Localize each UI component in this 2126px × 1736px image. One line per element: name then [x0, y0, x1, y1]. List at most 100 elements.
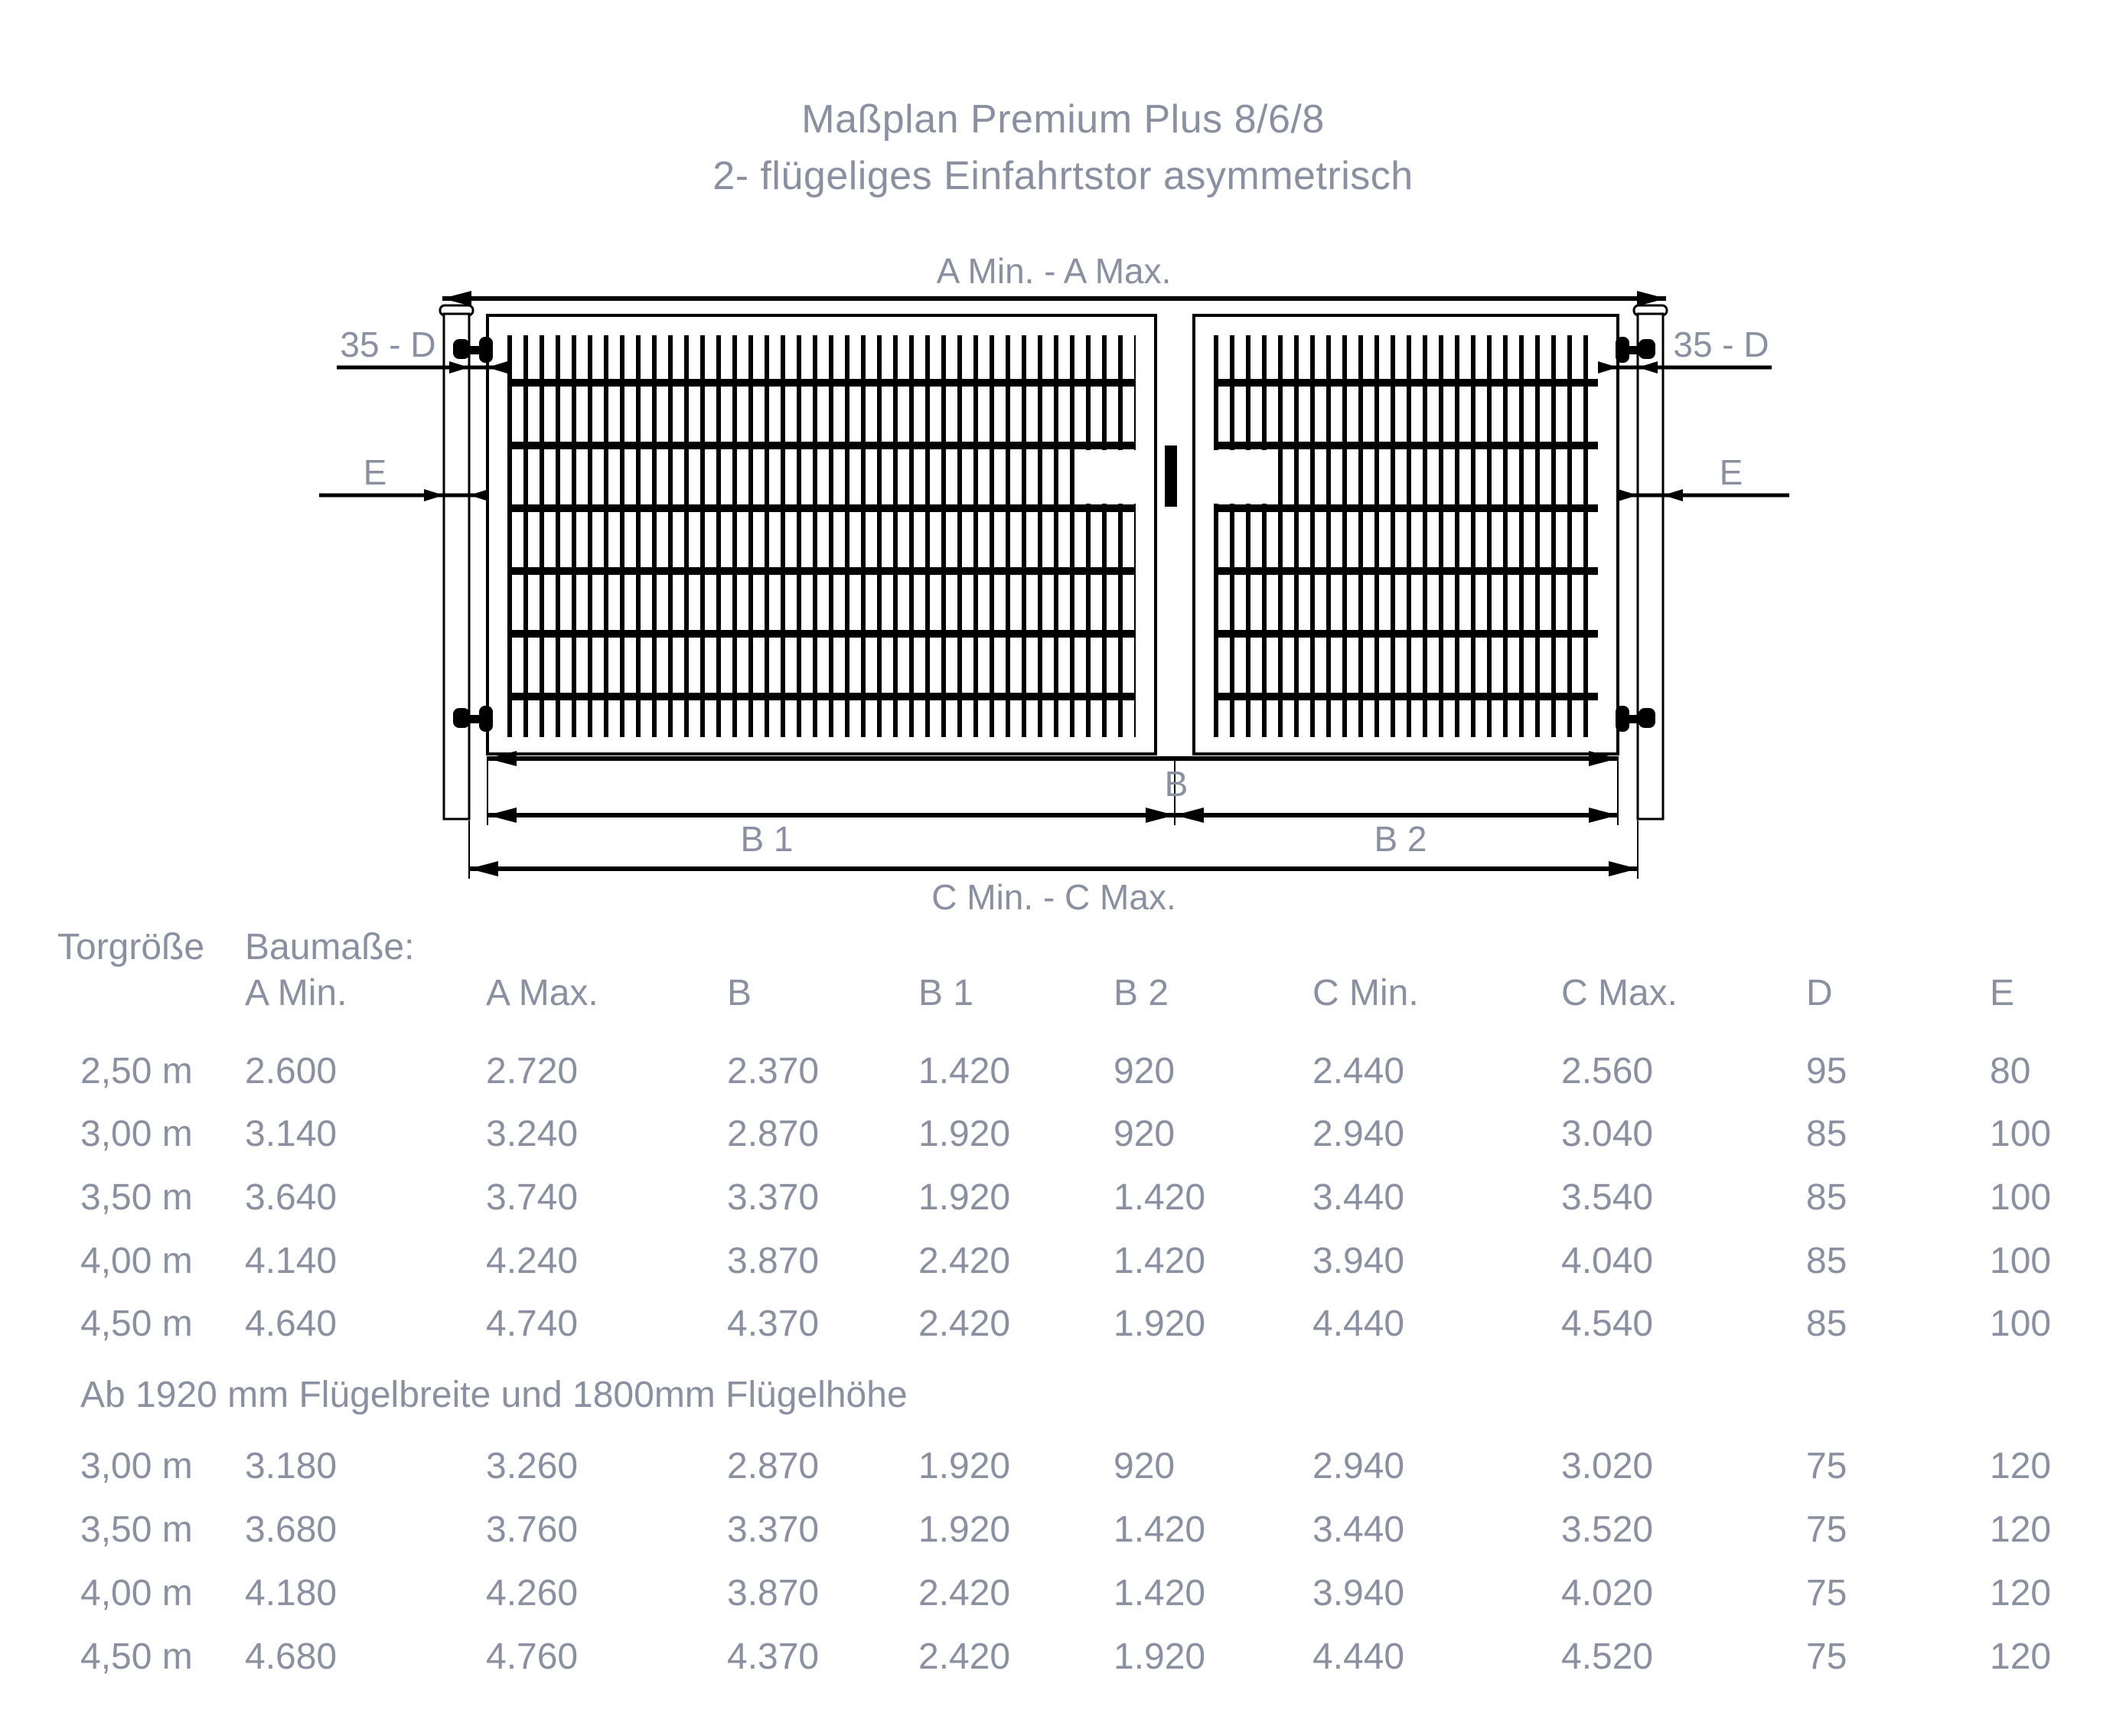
hinge-bottom-right [1616, 706, 1655, 732]
dimension-35d-right: 35 - D [1598, 325, 1772, 374]
left-wing-bars [507, 335, 1136, 737]
cell-d: 75 [1806, 1573, 1847, 1614]
cell-e: 100 [1990, 1304, 2052, 1344]
cell-b2: 1.420 [1114, 1573, 1206, 1614]
hinge-bottom-left [453, 706, 493, 732]
hinge-top-right [1616, 337, 1655, 363]
cell-b2: 920 [1114, 1446, 1175, 1486]
table-row: 3,50 m 3.640 3.740 3.370 1.920 1.420 3.4… [0, 1180, 2126, 1225]
cell-torgroesse: 3,00 m [80, 1446, 193, 1486]
cell-c-max: 3.020 [1561, 1446, 1654, 1486]
cell-b1: 1.920 [918, 1446, 1011, 1486]
dim-a-label: A Min. - A Max. [937, 251, 1172, 291]
cell-a-max: 3.740 [486, 1177, 579, 1218]
wing-size-note: Ab 1920 mm Flügelbreite und 1800mm Flüge… [80, 1375, 908, 1415]
table-header-row-1: Torgröße Baumaße: [0, 929, 2126, 975]
cell-a-min: 3.680 [245, 1509, 337, 1550]
right-post [1632, 304, 1668, 821]
dim-b-label: B [1165, 764, 1189, 804]
dimension-b: B [487, 751, 1618, 804]
gate-diagram: A Min. - A Max. [319, 251, 1789, 917]
table-row: 3,00 m 3.140 3.240 2.870 1.920 920 2.940… [0, 1116, 2126, 1162]
cell-b: 4.370 [727, 1304, 820, 1344]
cell-c-min: 2.940 [1312, 1446, 1405, 1486]
dimension-c: C Min. - C Max. [469, 861, 1638, 917]
cell-b1: 2.420 [918, 1573, 1011, 1614]
right-wing [1192, 314, 1619, 755]
cell-b1: 1.420 [918, 1051, 1011, 1092]
header-baumasse: Baumaße: [245, 927, 415, 968]
right-lock-blank [1214, 450, 1275, 504]
cell-a-min: 3.180 [245, 1446, 337, 1486]
dim-e-right-label: E [1720, 452, 1743, 492]
cell-b1: 2.420 [918, 1241, 1011, 1281]
dim-c-label: C Min. - C Max. [931, 877, 1175, 917]
cell-torgroesse: 4,50 m [80, 1304, 193, 1344]
cell-e: 120 [1990, 1509, 2052, 1550]
page-subtitle: 2- flügeliges Einfahrtstor asymmetrisch [712, 154, 1414, 198]
dim-e-left-label: E [364, 452, 387, 492]
cell-a-max: 4.760 [486, 1636, 579, 1677]
cell-b: 2.370 [727, 1051, 820, 1092]
cell-a-max: 2.720 [486, 1051, 579, 1092]
cell-c-min: 2.940 [1312, 1114, 1405, 1154]
cell-d: 75 [1806, 1636, 1847, 1677]
table-row: 3,00 m 3.180 3.260 2.870 1.920 920 2.940… [0, 1448, 2126, 1494]
right-wing-bars [1214, 335, 1598, 737]
cell-b: 2.870 [727, 1114, 820, 1154]
cell-d: 75 [1806, 1509, 1847, 1550]
cell-a-min: 4.180 [245, 1573, 337, 1614]
cell-torgroesse: 4,50 m [80, 1636, 193, 1677]
cell-b1: 2.420 [918, 1304, 1011, 1344]
cell-b: 3.370 [727, 1509, 820, 1550]
cell-a-max: 3.260 [486, 1446, 579, 1486]
cell-a-min: 3.140 [245, 1114, 337, 1154]
cell-a-max: 4.740 [486, 1304, 579, 1344]
cell-e: 100 [1990, 1241, 2052, 1281]
header-torgroesse: Torgröße [57, 927, 205, 968]
cell-c-min: 4.440 [1312, 1304, 1405, 1344]
cell-d: 75 [1806, 1446, 1847, 1486]
cell-torgroesse: 4,00 m [80, 1573, 193, 1614]
cell-b2: 920 [1114, 1114, 1175, 1154]
cell-b2: 1.920 [1114, 1304, 1206, 1344]
header-c-max: C Max. [1561, 973, 1678, 1013]
cell-torgroesse: 4,00 m [80, 1241, 193, 1281]
cell-c-min: 3.440 [1312, 1509, 1405, 1550]
cell-a-min: 2.600 [245, 1051, 337, 1092]
cell-e: 120 [1990, 1636, 2052, 1677]
cell-torgroesse: 2,50 m [80, 1051, 193, 1092]
table-row: 2,50 m 2.600 2.720 2.370 1.420 920 2.440… [0, 1053, 2126, 1099]
cell-a-min: 3.640 [245, 1177, 337, 1218]
cell-a-max: 3.240 [486, 1114, 579, 1154]
cell-a-min: 4.140 [245, 1241, 337, 1281]
cell-c-max: 3.040 [1561, 1114, 1654, 1154]
left-lock-blank [1074, 450, 1136, 504]
cell-c-max: 2.560 [1561, 1051, 1654, 1092]
dimension-e-right: E [1618, 452, 1789, 501]
cell-c-max: 4.520 [1561, 1636, 1654, 1677]
header-c-min: C Min. [1312, 973, 1419, 1013]
cell-c-min: 4.440 [1312, 1636, 1405, 1677]
center-latch [1165, 445, 1177, 507]
cell-e: 120 [1990, 1446, 2052, 1486]
cell-c-min: 3.440 [1312, 1177, 1405, 1218]
table-row: 4,00 m 4.140 4.240 3.870 2.420 1.420 3.9… [0, 1243, 2126, 1289]
cell-c-max: 3.540 [1561, 1177, 1654, 1218]
header-a-min: A Min. [245, 973, 347, 1013]
table-row: 4,50 m 4.680 4.760 4.370 2.420 1.920 4.4… [0, 1639, 2126, 1685]
cell-d: 85 [1806, 1304, 1847, 1344]
header-b2: B 2 [1114, 973, 1169, 1013]
cell-c-max: 4.020 [1561, 1573, 1654, 1614]
dimension-a: A Min. - A Max. [442, 251, 1666, 306]
cell-a-min: 4.680 [245, 1636, 337, 1677]
cell-d: 85 [1806, 1177, 1847, 1218]
dimension-35d-left: 35 - D [337, 325, 507, 374]
header-b: B [727, 973, 752, 1013]
cell-torgroesse: 3,50 m [80, 1509, 193, 1550]
left-wing [486, 314, 1157, 755]
header-e: E [1990, 973, 2015, 1013]
table-header-row-2: A Min. A Max. B B 1 B 2 C Min. C Max. D … [0, 975, 2126, 1021]
cell-b: 4.370 [727, 1636, 820, 1677]
